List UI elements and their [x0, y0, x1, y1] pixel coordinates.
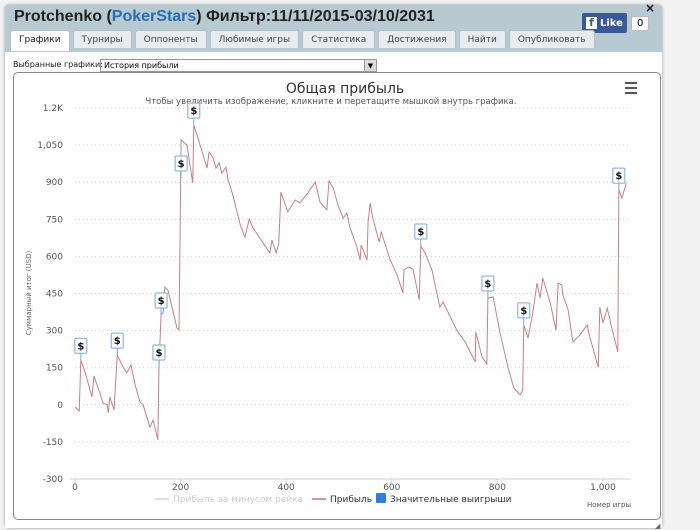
- site-link[interactable]: PokerStars: [111, 8, 197, 25]
- tab-find[interactable]: Найти: [458, 30, 506, 48]
- y-tick-label: 300: [46, 327, 63, 337]
- big-win-flag: [174, 155, 188, 172]
- chart-select-value: История прибыли: [104, 61, 179, 70]
- legend-big-wins-label: Значительные выигрыши: [390, 495, 512, 505]
- y-axis-title: Суммарный итог (USD): [25, 251, 33, 336]
- y-tick-label: 1.2K: [43, 104, 64, 114]
- resize-handle-icon[interactable]: ◢: [655, 522, 661, 530]
- chevron-down-icon[interactable]: ▼: [364, 60, 376, 71]
- big-win-flag: [152, 344, 166, 361]
- x-tick-label: 0: [72, 483, 78, 493]
- tab-statistics[interactable]: Статистика: [302, 30, 376, 48]
- big-win-marker-label: $: [417, 227, 424, 238]
- profit-series-line: [74, 124, 627, 441]
- dialog-title: Protchenko (PokerStars) Фильтр:11/11/201…: [14, 8, 435, 26]
- legend-rake-label: Прибыль за минусом рейка: [173, 495, 303, 505]
- big-win-marker-label: $: [77, 341, 84, 352]
- big-win-marker-label: $: [114, 336, 121, 347]
- player-name: Protchenko: [14, 8, 103, 25]
- legend-swatch-big-wins: [376, 493, 386, 503]
- y-tick-label: 1,050: [37, 141, 63, 151]
- y-tick-label: 750: [46, 215, 63, 225]
- big-win-flag: [414, 223, 428, 240]
- chart-select[interactable]: История прибыли ▼: [100, 59, 377, 72]
- chart-container: [13, 72, 661, 520]
- big-win-marker-label: $: [190, 106, 197, 117]
- x-axis-title: Номер игры: [587, 501, 631, 509]
- y-tick-label: -150: [43, 438, 64, 448]
- big-win-marker-label: $: [484, 279, 491, 290]
- close-icon[interactable]: ×: [645, 1, 656, 15]
- filter-text: ) Фильтр:11/11/2015-03/10/2031: [196, 8, 435, 25]
- y-tick-label: 450: [46, 290, 63, 300]
- legend-profit-label: Прибыль: [330, 495, 372, 505]
- y-tick-label: 600: [46, 252, 63, 262]
- x-tick-label: 400: [278, 483, 295, 493]
- facebook-icon: f: [586, 17, 597, 29]
- x-tick-label: 800: [489, 483, 506, 493]
- facebook-like: f Like 0: [582, 13, 650, 33]
- x-tick-label: 200: [172, 483, 189, 493]
- y-tick-label: 900: [46, 178, 63, 188]
- big-win-flag: [187, 102, 201, 119]
- big-win-flag: [154, 292, 168, 309]
- title-paren: (: [102, 8, 112, 25]
- big-win-marker-label: $: [520, 306, 527, 317]
- chart-subtitle: Чтобы увеличить изображение, кликните и …: [145, 97, 516, 107]
- big-win-flag: [517, 302, 531, 319]
- big-win-flag: [612, 167, 626, 184]
- x-tick-label: 600: [383, 483, 400, 493]
- like-count: 0: [630, 15, 650, 31]
- big-win-flag: [74, 337, 88, 354]
- tab-charts[interactable]: Графики: [10, 30, 70, 51]
- chart-select-label: Выбранные графики:: [13, 60, 103, 69]
- tab-tournaments[interactable]: Турниры: [72, 30, 132, 48]
- tab-favorite-games[interactable]: Любимые игры: [209, 30, 300, 48]
- big-win-flag: [481, 275, 495, 292]
- big-win-marker-label: $: [155, 348, 162, 359]
- x-tick-label: 1,000: [590, 483, 616, 493]
- y-tick-label: -300: [43, 475, 64, 485]
- chart-menu-icon[interactable]: [625, 82, 637, 94]
- big-win-flag: [110, 332, 124, 349]
- tab-bar: Графики Турниры Оппоненты Любимые игры С…: [10, 30, 595, 51]
- tab-achievements[interactable]: Достижения: [378, 30, 456, 48]
- tab-publish[interactable]: Опубликовать: [508, 30, 595, 48]
- like-label: Like: [600, 17, 623, 29]
- big-win-marker-label: $: [178, 159, 185, 170]
- facebook-like-button[interactable]: f Like: [582, 13, 627, 33]
- y-tick-label: 150: [46, 364, 63, 374]
- big-win-marker-label: $: [158, 296, 165, 307]
- chart-title: Общая прибыль: [286, 81, 404, 97]
- big-win-marker-label: $: [615, 171, 622, 182]
- y-tick-label: 0: [57, 401, 63, 411]
- tab-opponents[interactable]: Оппоненты: [134, 30, 207, 48]
